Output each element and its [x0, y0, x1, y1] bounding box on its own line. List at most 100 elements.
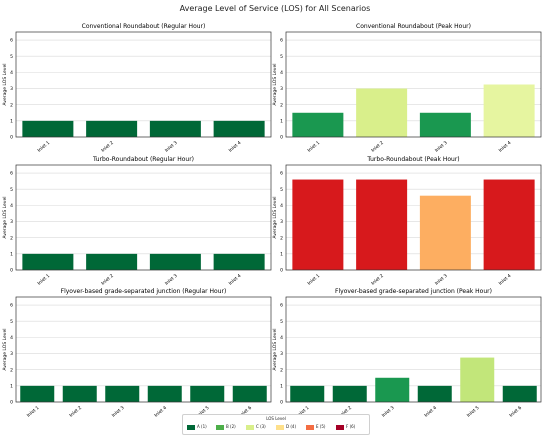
chart-title: Flyover-based grade-separated junction (…: [61, 288, 227, 295]
y-axis-label: Average LOS Level: [272, 197, 278, 239]
legend-label-a: A (1): [197, 424, 207, 429]
x-tick-label: Inlet 3: [111, 405, 126, 419]
bar-2: [356, 88, 408, 137]
y-tick-label: 0: [10, 400, 13, 406]
bar-1: [22, 253, 74, 270]
y-axis-label: Average LOS Level: [2, 329, 8, 371]
bar-1: [20, 385, 55, 402]
y-tick-label: 4: [10, 203, 13, 209]
y-tick-label: 5: [280, 54, 283, 60]
y-tick-label: 1: [10, 118, 13, 124]
bar-6: [232, 385, 267, 402]
y-axis-label: Average LOS Level: [2, 197, 8, 239]
legend: LOS Level A (1) B (2) C (3) D (4) E (5) …: [182, 414, 370, 435]
x-tick-label: Inlet 3: [434, 273, 449, 287]
chart-title: Conventional Roundabout (Regular Hour): [82, 23, 206, 30]
x-tick-label: Inlet 3: [381, 405, 396, 419]
chart-panel-1: Conventional Roundabout (Regular Hour) Av…: [2, 23, 272, 154]
x-tick-label: Inlet 1: [36, 273, 51, 287]
legend-item-d: D (4): [276, 424, 296, 431]
y-tick-label: 5: [10, 54, 13, 60]
bar-4: [417, 385, 452, 402]
y-tick-label: 6: [280, 303, 283, 309]
y-tick-label: 5: [280, 319, 283, 325]
x-tick-label: Inlet 4: [423, 405, 438, 419]
chart-panel-3: Turbo-Roundabout (Regular Hour) Average L…: [2, 156, 272, 287]
y-tick-label: 0: [10, 268, 13, 274]
bar-1: [290, 385, 325, 402]
y-tick-label: 2: [280, 102, 283, 108]
x-tick-label: Inlet 4: [153, 405, 168, 419]
legend-item-f: F (6): [336, 424, 355, 431]
y-tick-label: 1: [10, 251, 13, 257]
y-tick-label: 6: [10, 171, 13, 177]
bar-2: [86, 253, 138, 270]
y-tick-label: 0: [10, 135, 13, 141]
legend-item-e: E (5): [306, 424, 325, 431]
x-tick-label: Inlet 3: [434, 140, 449, 154]
x-tick-label: Inlet 2: [68, 405, 83, 419]
legend-label-c: C (3): [256, 424, 266, 429]
y-tick-label: 3: [280, 351, 283, 357]
y-tick-label: 2: [280, 235, 283, 241]
y-tick-label: 1: [280, 383, 283, 389]
chart-frame: [285, 164, 542, 271]
x-tick-label: Inlet 4: [228, 140, 243, 154]
y-tick-label: 6: [280, 38, 283, 44]
chart-panel-2: Conventional Roundabout (Peak Hour) Avera…: [272, 23, 542, 154]
x-tick-label: Inlet 1: [36, 140, 51, 154]
y-tick-label: 3: [280, 86, 283, 92]
y-tick-label: 4: [280, 335, 283, 341]
x-tick-label: Inlet 1: [306, 140, 321, 154]
bar-6: [502, 385, 537, 402]
chart-frame: [15, 296, 272, 403]
y-tick-label: 1: [280, 118, 283, 124]
bar-3: [149, 253, 201, 270]
legend-swatch-c: [246, 424, 254, 430]
bar-3: [105, 385, 140, 402]
bar-1: [292, 179, 344, 270]
chart-frame: [285, 296, 542, 403]
y-tick-label: 1: [10, 383, 13, 389]
x-tick-label: Inlet 6: [508, 405, 523, 419]
legend-swatch-e: [306, 424, 314, 430]
chart-frame: [285, 31, 542, 138]
bar-2: [332, 385, 367, 402]
chart-panel-5: Flyover-based grade-separated junction (…: [2, 288, 272, 419]
y-tick-label: 6: [280, 171, 283, 177]
y-tick-label: 4: [10, 335, 13, 341]
bar-1: [22, 120, 74, 137]
chart-frame: [15, 164, 272, 271]
bar-3: [419, 112, 471, 137]
y-tick-label: 3: [280, 219, 283, 225]
bar-2: [86, 120, 138, 137]
y-tick-label: 2: [10, 235, 13, 241]
chart-title: Conventional Roundabout (Peak Hour): [356, 23, 471, 30]
y-axis-label: Average LOS Level: [272, 329, 278, 371]
legend-label-d: D (4): [286, 424, 297, 429]
bar-4: [213, 253, 265, 270]
chart-panel-6: Flyover-based grade-separated junction (…: [272, 288, 542, 419]
x-tick-label: Inlet 2: [100, 273, 115, 287]
legend-swatch-b: [216, 424, 224, 430]
y-tick-label: 2: [280, 367, 283, 373]
y-tick-label: 5: [10, 319, 13, 325]
x-tick-label: Inlet 1: [306, 273, 321, 287]
figure-title: Average Level of Service (LOS) for All S…: [179, 4, 371, 13]
y-tick-label: 6: [10, 303, 13, 309]
y-tick-label: 4: [280, 70, 283, 76]
legend-label-b: B (2): [226, 424, 236, 429]
y-tick-label: 4: [10, 70, 13, 76]
y-tick-label: 5: [280, 187, 283, 193]
bar-3: [375, 377, 410, 402]
x-tick-label: Inlet 4: [498, 273, 513, 287]
y-tick-label: 2: [10, 367, 13, 373]
x-tick-label: Inlet 1: [26, 405, 41, 419]
x-tick-label: Inlet 2: [370, 273, 385, 287]
chart-frame: [15, 31, 272, 138]
y-tick-label: 3: [10, 351, 13, 357]
bar-3: [149, 120, 201, 137]
x-tick-label: Inlet 3: [164, 273, 179, 287]
y-axis-label: Average LOS Level: [2, 64, 8, 106]
x-tick-label: Inlet 3: [164, 140, 179, 154]
